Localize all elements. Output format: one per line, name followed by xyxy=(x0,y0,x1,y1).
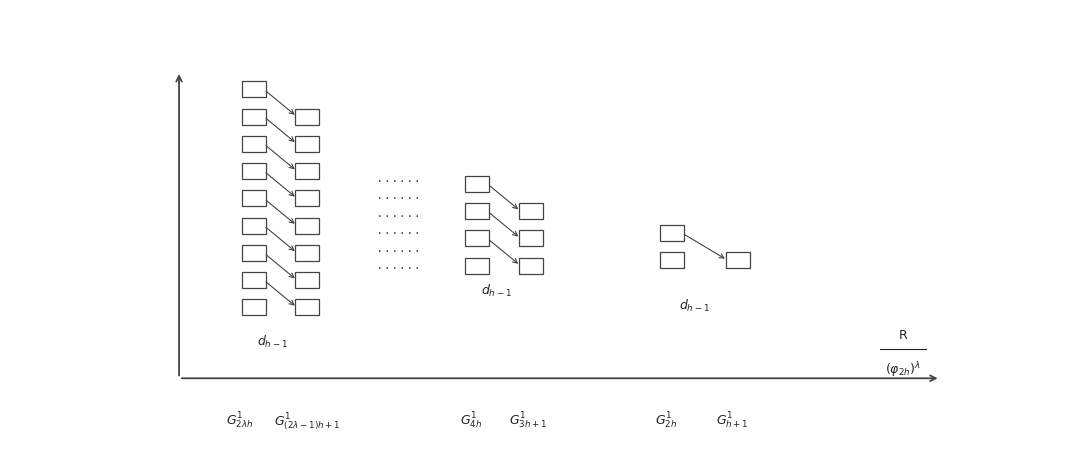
FancyBboxPatch shape xyxy=(296,163,319,179)
FancyBboxPatch shape xyxy=(296,218,319,234)
FancyBboxPatch shape xyxy=(241,245,266,261)
Text: $d_{h-1}$: $d_{h-1}$ xyxy=(481,283,512,299)
FancyBboxPatch shape xyxy=(241,218,266,234)
FancyBboxPatch shape xyxy=(726,252,750,268)
FancyBboxPatch shape xyxy=(296,245,319,261)
Text: $G^1_{4h}$: $G^1_{4h}$ xyxy=(460,411,483,431)
FancyBboxPatch shape xyxy=(241,109,266,125)
FancyBboxPatch shape xyxy=(241,272,266,288)
Text: $G^1_{h+1}$: $G^1_{h+1}$ xyxy=(716,411,749,431)
FancyBboxPatch shape xyxy=(241,163,266,179)
FancyBboxPatch shape xyxy=(296,109,319,125)
FancyBboxPatch shape xyxy=(296,272,319,288)
Text: ......: ...... xyxy=(376,224,421,237)
FancyBboxPatch shape xyxy=(465,230,489,246)
Text: $d_{h-1}$: $d_{h-1}$ xyxy=(679,297,710,314)
FancyBboxPatch shape xyxy=(519,258,543,274)
FancyBboxPatch shape xyxy=(465,176,489,192)
Text: $G^1_{2\lambda h}$: $G^1_{2\lambda h}$ xyxy=(225,411,253,431)
Text: $(\varphi_{2h})^\lambda$: $(\varphi_{2h})^\lambda$ xyxy=(885,360,922,379)
FancyBboxPatch shape xyxy=(241,299,266,315)
FancyBboxPatch shape xyxy=(296,190,319,206)
Text: R: R xyxy=(899,329,908,342)
Text: ......: ...... xyxy=(376,189,421,202)
Text: ......: ...... xyxy=(376,207,421,220)
FancyBboxPatch shape xyxy=(465,258,489,274)
Text: $G^1_{3h+1}$: $G^1_{3h+1}$ xyxy=(509,411,548,431)
Text: ......: ...... xyxy=(376,259,421,272)
FancyBboxPatch shape xyxy=(660,225,684,241)
FancyBboxPatch shape xyxy=(241,190,266,206)
FancyBboxPatch shape xyxy=(660,252,684,268)
FancyBboxPatch shape xyxy=(296,299,319,315)
Text: ......: ...... xyxy=(376,242,421,255)
Text: $G^1_{2h}$: $G^1_{2h}$ xyxy=(655,411,677,431)
FancyBboxPatch shape xyxy=(241,136,266,152)
Text: $d_{h-1}$: $d_{h-1}$ xyxy=(257,334,288,350)
FancyBboxPatch shape xyxy=(465,203,489,219)
FancyBboxPatch shape xyxy=(241,81,266,97)
FancyBboxPatch shape xyxy=(296,136,319,152)
FancyBboxPatch shape xyxy=(519,230,543,246)
Text: $G^1_{(2\lambda-1)h+1}$: $G^1_{(2\lambda-1)h+1}$ xyxy=(274,411,341,432)
Text: ......: ...... xyxy=(376,172,421,185)
FancyBboxPatch shape xyxy=(519,203,543,219)
